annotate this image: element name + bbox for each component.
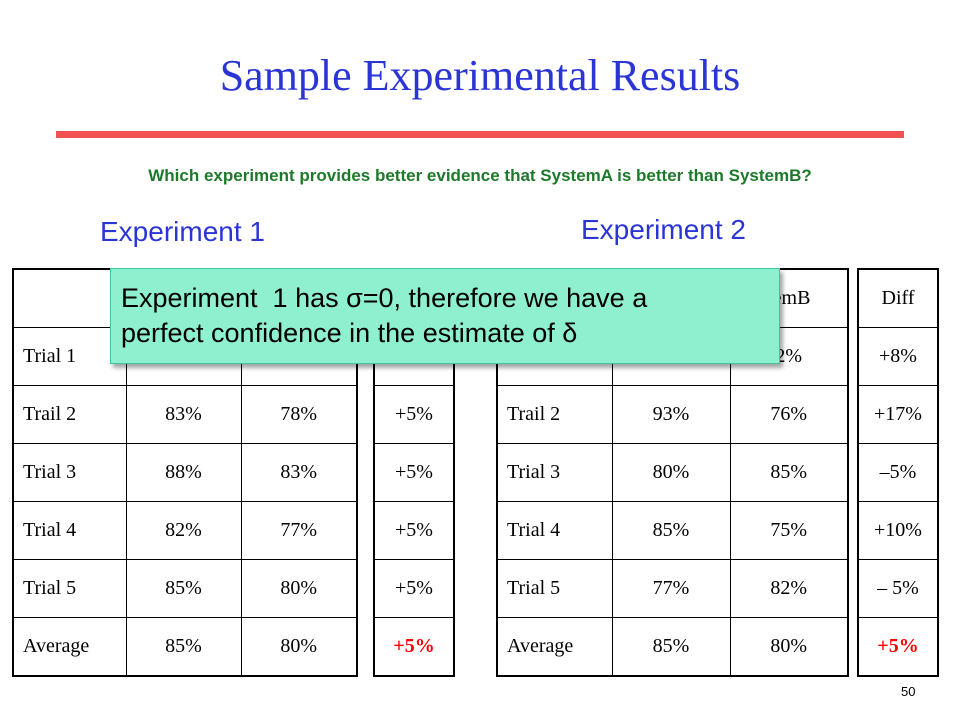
diff-value: +17% (857, 385, 939, 444)
callout-line-1: Experiment 1 has σ=0, therefore we have … (121, 283, 648, 313)
diff-average: +5% (857, 617, 939, 677)
table-row: +5% (373, 559, 455, 618)
system-a-value: 82% (125, 501, 242, 560)
table-row: Trail 2 83% 78% (12, 385, 358, 444)
system-a-value: 85% (611, 501, 731, 560)
page-number: 50 (901, 684, 916, 699)
callout-line-2: perfect confidence in the estimate of δ (121, 318, 578, 348)
row-label: Trial 3 (12, 443, 127, 502)
system-a-value: 93% (611, 385, 731, 444)
title-underline (56, 131, 904, 138)
experiment2-heading: Experiment 2 (581, 214, 746, 245)
experiment2-diff-table: Diff +8% +17% –5% +10% – 5% +5% (857, 268, 939, 677)
row-label: Average (12, 617, 127, 677)
system-b-value: 78% (240, 385, 358, 444)
table-row: +5% (857, 617, 939, 677)
diff-value: +10% (857, 501, 939, 560)
diff-value: –5% (857, 443, 939, 502)
row-label: Average (496, 617, 613, 677)
row-label: Trial 4 (496, 501, 613, 560)
diff-value: +5% (373, 385, 455, 444)
table-row: Trial 5 85% 80% (12, 559, 358, 618)
slide-title: Sample Experimental Results (219, 51, 741, 100)
system-a-value: 80% (611, 443, 731, 502)
row-label: Trial 5 (496, 559, 613, 618)
row-label: Trial 3 (496, 443, 613, 502)
diff-average: +5% (373, 617, 455, 677)
table-row: Average 85% 80% (12, 617, 358, 677)
system-b-value: 77% (240, 501, 358, 560)
row-label: Trail 2 (12, 385, 127, 444)
system-b-value: 83% (240, 443, 358, 502)
system-a-value: 83% (125, 385, 242, 444)
system-b-value: 75% (729, 501, 849, 560)
table-row: +5% (373, 617, 455, 677)
system-b-value: 76% (729, 385, 849, 444)
system-b-value: 80% (240, 617, 358, 677)
table-row: Diff (857, 268, 939, 328)
table-row: Trial 4 85% 75% (496, 501, 849, 560)
system-a-value: 88% (125, 443, 242, 502)
system-a-value: 85% (125, 617, 242, 677)
table-row: Trial 5 77% 82% (496, 559, 849, 618)
diff-header: Diff (857, 268, 939, 328)
table-row: – 5% (857, 559, 939, 618)
system-b-value: 85% (729, 443, 849, 502)
diff-value: +5% (373, 443, 455, 502)
table-row: +5% (373, 443, 455, 502)
row-label: Trial 1 (12, 327, 127, 386)
system-b-value: 80% (240, 559, 358, 618)
diff-value: +5% (373, 559, 455, 618)
row-label: Trial 5 (12, 559, 127, 618)
table-row: Trial 3 88% 83% (12, 443, 358, 502)
table-row: +5% (373, 385, 455, 444)
callout-box: Experiment 1 has σ=0, therefore we have … (110, 268, 780, 364)
system-b-value: 82% (729, 559, 849, 618)
system-a-value: 77% (611, 559, 731, 618)
row-label: Trail 2 (496, 385, 613, 444)
table-row: Trial 4 82% 77% (12, 501, 358, 560)
system-b-value: 80% (729, 617, 849, 677)
row-label: Trial 4 (12, 501, 127, 560)
table-row: Trial 3 80% 85% (496, 443, 849, 502)
diff-value: +5% (373, 501, 455, 560)
table-row: +17% (857, 385, 939, 444)
experiment1-heading: Experiment 1 (100, 216, 265, 247)
table-row: +10% (857, 501, 939, 560)
system-a-value: 85% (125, 559, 242, 618)
question-text: Which experiment provides better evidenc… (148, 166, 812, 185)
diff-value: +8% (857, 327, 939, 386)
table-row: +5% (373, 501, 455, 560)
diff-value: – 5% (857, 559, 939, 618)
system-a-value: 85% (611, 617, 731, 677)
table-row: Trail 2 93% 76% (496, 385, 849, 444)
table-row: +8% (857, 327, 939, 386)
table-row: –5% (857, 443, 939, 502)
table-row: Average 85% 80% (496, 617, 849, 677)
